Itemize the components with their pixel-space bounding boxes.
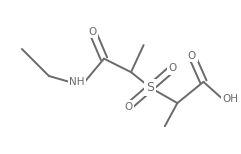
Text: O: O [188, 51, 196, 61]
Text: O: O [168, 63, 177, 73]
Text: O: O [124, 102, 132, 112]
Text: S: S [146, 81, 154, 94]
Text: OH: OH [223, 94, 239, 104]
Text: NH: NH [69, 77, 85, 87]
Text: O: O [88, 27, 97, 37]
